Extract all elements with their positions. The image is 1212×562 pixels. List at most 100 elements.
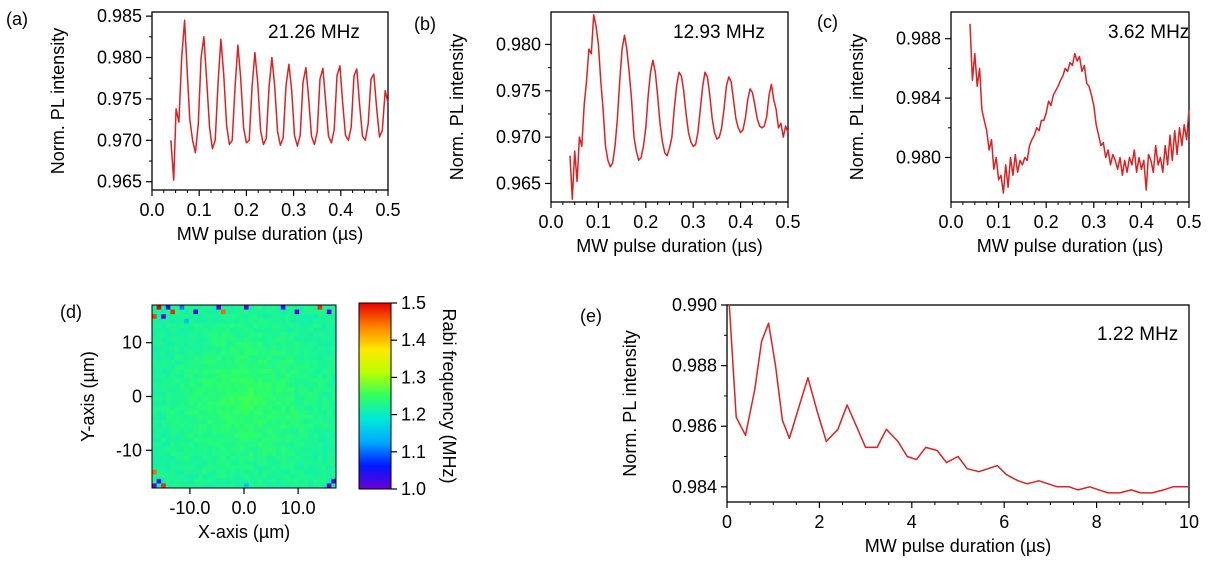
heatmap-cell [322, 355, 328, 361]
heatmap-cell [239, 446, 245, 452]
heatmap-cell [322, 378, 328, 384]
heatmap-cell [188, 350, 194, 356]
heatmap-cell [184, 332, 190, 338]
heatmap-cell [152, 414, 157, 420]
heatmap-cell [244, 405, 249, 411]
heatmap-cell [188, 378, 194, 384]
heatmap-cell [253, 428, 259, 434]
heatmap-cell [280, 305, 286, 310]
heatmap-cell [175, 323, 180, 329]
heatmap-cell [202, 355, 208, 361]
heatmap-cell [276, 327, 282, 333]
heatmap-cell [165, 396, 171, 402]
heatmap-cell [207, 309, 213, 315]
heatmap-cell [193, 337, 199, 342]
heatmap-cell [179, 341, 185, 347]
heatmap-cell [280, 474, 286, 480]
heatmap-cell [225, 410, 231, 416]
heatmap-cell [308, 423, 314, 429]
heatmap-cell [267, 309, 272, 315]
heatmap-cell [202, 369, 208, 375]
heatmap-cell [294, 309, 300, 315]
heatmap-cell [165, 442, 171, 448]
heatmap-cell [211, 428, 217, 434]
heatmap-cell [248, 442, 254, 448]
heatmap-cell [207, 405, 213, 411]
heatmap-cell [221, 414, 226, 420]
heatmap-cell [152, 359, 157, 365]
heatmap-cell [152, 318, 157, 324]
heatmap-cell [239, 314, 245, 320]
heatmap-cell [313, 437, 318, 443]
heatmap-cell [230, 314, 236, 320]
heatmap-cell [331, 410, 337, 416]
heatmap-cell [248, 414, 254, 420]
heatmap-cell [303, 414, 309, 420]
x-tick-label: 4 [907, 512, 917, 532]
heatmap-cell [331, 378, 337, 384]
heatmap-cell [290, 446, 295, 452]
heatmap-cell [331, 305, 337, 310]
heatmap-cell [198, 419, 203, 425]
heatmap-cell [257, 410, 263, 416]
heatmap-cell [234, 414, 240, 420]
heatmap-cell [244, 387, 249, 393]
heatmap-cell [239, 337, 245, 342]
heatmap-cell [216, 369, 222, 375]
heatmap-cell [230, 474, 236, 480]
heatmap-cell [161, 350, 167, 356]
heatmap-cell [317, 396, 323, 402]
heatmap-cell [198, 314, 203, 320]
heatmap-cell [308, 378, 314, 384]
heatmap-cell [156, 419, 162, 425]
heatmap-cell [211, 474, 217, 480]
heatmap-cell [161, 451, 167, 457]
heatmap-cell [317, 474, 323, 480]
heatmap-cell [239, 378, 245, 384]
heatmap-cell [207, 382, 213, 388]
heatmap-cell [170, 442, 176, 448]
frequency-annotation: 12.93 MHz [673, 22, 765, 43]
heatmap-cell [322, 437, 328, 443]
heatmap-cell [211, 455, 217, 461]
heatmap-cell [303, 396, 309, 402]
heatmap-cell [313, 433, 318, 439]
heatmap-cell [271, 455, 277, 461]
heatmap-cell [271, 314, 277, 320]
heatmap-cell [221, 378, 226, 384]
heatmap-cell [294, 364, 300, 370]
heatmap-cell [230, 405, 236, 411]
heatmap-cell [175, 341, 180, 347]
heatmap-cell [198, 309, 203, 315]
heatmap-cell [322, 455, 328, 461]
heatmap-cell [239, 442, 245, 448]
heatmap-cell [161, 373, 167, 379]
heatmap-cell [276, 423, 282, 429]
heatmap-cell [253, 387, 259, 393]
heatmap-cell [221, 437, 226, 443]
heatmap-cell [161, 309, 167, 315]
heatmap-cell [262, 396, 268, 402]
heatmap-cell [322, 396, 328, 402]
heatmap-cell [170, 451, 176, 457]
heatmap-cell [257, 423, 263, 429]
heatmap-cell [207, 337, 213, 342]
heatmap-cell [202, 469, 208, 475]
heatmap-cell [253, 401, 259, 407]
heatmap-cell [193, 327, 199, 333]
heatmap-cell [294, 341, 300, 347]
heatmap-cell [290, 469, 295, 475]
heatmap-cell [221, 423, 226, 429]
heatmap-cell [239, 474, 245, 480]
heatmap-cell [294, 369, 300, 375]
heatmap-cell [179, 410, 185, 416]
heatmap-cell [294, 455, 300, 461]
heatmap-cell [216, 442, 222, 448]
heatmap-cell [262, 483, 268, 489]
heatmap-cell [280, 382, 286, 388]
heatmap-cell [198, 359, 203, 365]
heatmap-cell [202, 373, 208, 379]
y-axis-label: Norm. PL intensity [620, 330, 640, 476]
heatmap-cell [225, 433, 231, 439]
heatmap-cell [262, 428, 268, 434]
